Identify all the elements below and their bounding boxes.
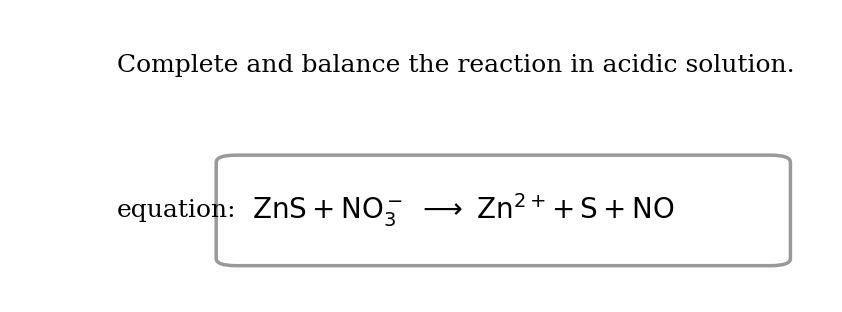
Text: $\mathrm{ZnS + NO_3^-\ \longrightarrow\ Zn^{2+}\! +S + NO}$: $\mathrm{ZnS + NO_3^-\ \longrightarrow\ … bbox=[252, 192, 674, 229]
FancyBboxPatch shape bbox=[216, 155, 791, 266]
Text: equation:: equation: bbox=[117, 199, 237, 222]
Text: Complete and balance the reaction in acidic solution.: Complete and balance the reaction in aci… bbox=[117, 54, 795, 77]
